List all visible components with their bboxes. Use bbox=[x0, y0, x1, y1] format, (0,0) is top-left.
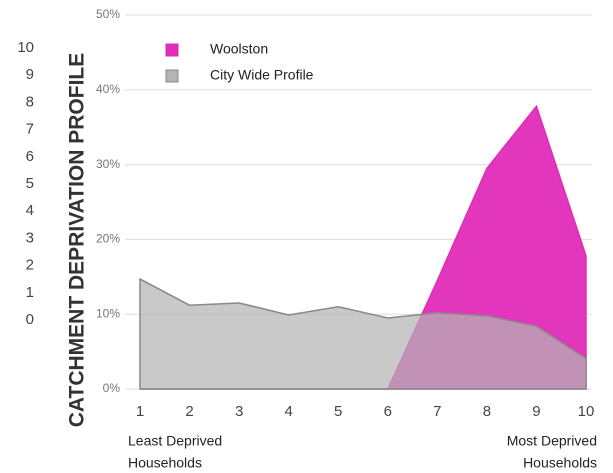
side-scale-label: 0 bbox=[26, 311, 34, 328]
area bbox=[139, 277, 587, 390]
y-tick-label: 40% bbox=[96, 82, 120, 96]
x-tick-label: 1 bbox=[136, 403, 144, 420]
side-scale-label: 6 bbox=[26, 148, 34, 165]
annotation: Households bbox=[523, 455, 597, 471]
y-tick-label: 50% bbox=[96, 7, 120, 21]
x-tick-label: 3 bbox=[235, 403, 243, 420]
legend-label: City Wide Profile bbox=[210, 67, 314, 83]
y-tick-label: 10% bbox=[96, 306, 120, 320]
x-tick-label: 5 bbox=[334, 403, 342, 420]
annotation: Most Deprived bbox=[507, 433, 597, 449]
legend-label: Woolston bbox=[210, 41, 268, 57]
legend-swatch bbox=[165, 69, 179, 83]
annotation: Households bbox=[128, 455, 202, 471]
side-scale-label: 8 bbox=[26, 93, 34, 110]
side-scale-label: 9 bbox=[26, 66, 34, 83]
y-tick-label: 0% bbox=[103, 381, 121, 395]
x-tick-label: 10 bbox=[578, 403, 595, 420]
side-scale-label: 4 bbox=[26, 202, 34, 219]
x-tick-label: 7 bbox=[433, 403, 441, 420]
x-tick-label: 2 bbox=[185, 403, 193, 420]
y-tick-label: 20% bbox=[96, 232, 120, 246]
side-scale-label: 7 bbox=[26, 121, 34, 138]
x-tick-label: 9 bbox=[532, 403, 540, 420]
annotation: Least Deprived bbox=[128, 433, 222, 449]
x-tick-label: 4 bbox=[284, 403, 292, 420]
side-scale-label: 3 bbox=[26, 229, 34, 246]
side-scale-label: 5 bbox=[26, 175, 34, 192]
x-tick-label: 8 bbox=[483, 403, 491, 420]
side-scale-label: 1 bbox=[26, 284, 34, 301]
side-scale-label: 10 bbox=[17, 39, 34, 56]
y-tick-label: 30% bbox=[96, 157, 120, 171]
chart-title: CATCHMENT DEPRIVATION PROFILE bbox=[66, 53, 89, 428]
side-scale-label: 2 bbox=[26, 257, 34, 274]
legend-swatch bbox=[165, 43, 179, 57]
x-tick-label: 6 bbox=[384, 403, 392, 420]
